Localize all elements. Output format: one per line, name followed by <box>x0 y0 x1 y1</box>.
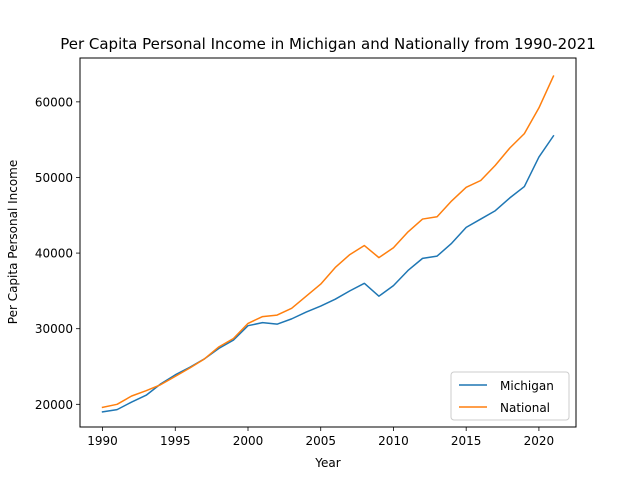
x-axis: 1990 1995 2000 2005 2010 2015 2020 <box>87 427 554 448</box>
y-axis-label: Per Capita Personal Income <box>6 160 20 324</box>
y-tick-label: 50000 <box>35 171 73 185</box>
series-line-national <box>101 75 555 409</box>
legend-label-national: National <box>500 401 550 415</box>
series-line-michigan <box>101 134 555 413</box>
x-tick-label: 1990 <box>87 434 118 448</box>
x-tick-label: 2005 <box>305 434 336 448</box>
x-tick-label: 1995 <box>160 434 191 448</box>
chart-title: Per Capita Personal Income in Michigan a… <box>60 35 596 53</box>
y-axis: 20000 30000 40000 50000 60000 <box>35 95 80 412</box>
x-tick-label: 2000 <box>233 434 264 448</box>
legend: Michigan National <box>450 371 570 421</box>
x-tick-label: 2015 <box>451 434 482 448</box>
x-tick-label: 2010 <box>378 434 409 448</box>
legend-box <box>450 371 570 421</box>
y-tick-label: 30000 <box>35 322 73 336</box>
y-tick-label: 20000 <box>35 398 73 412</box>
series-layer <box>101 75 555 413</box>
x-axis-label: Year <box>314 456 340 470</box>
y-tick-label: 60000 <box>35 95 73 109</box>
x-tick-label: 2020 <box>524 434 555 448</box>
plot-frame <box>79 57 577 428</box>
y-tick-label: 40000 <box>35 247 73 261</box>
legend-label-michigan: Michigan <box>500 379 554 393</box>
